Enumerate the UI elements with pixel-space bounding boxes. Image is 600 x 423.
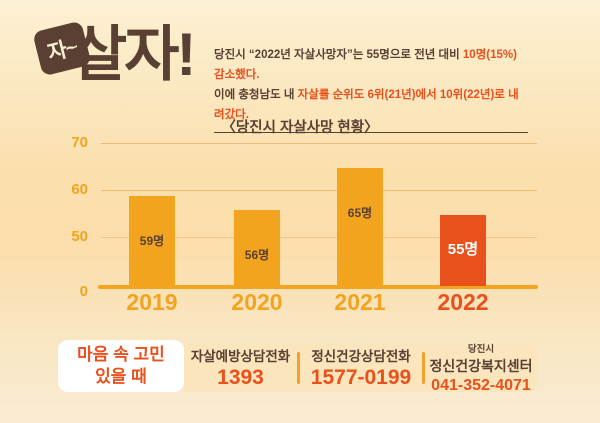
chart-bar-2022: 55명 <box>440 214 486 286</box>
ytick-60: 60 <box>71 181 88 198</box>
intro-text: 당진시 “2022년 자살사망자”는 55명으로 전년 대비 10명(15%) … <box>214 45 528 133</box>
x-label-2019: 2019 <box>126 289 178 315</box>
chart-title: 〈당진시 자살사망 현황〉 <box>221 120 379 136</box>
chart-bar-2019: 59명 <box>129 195 175 286</box>
ytick-0: 0 <box>79 283 88 300</box>
bar-value-2021: 65명 <box>347 205 373 220</box>
contact-number: 1393 <box>217 366 264 389</box>
callout-box: 마음 속 고민 있을 때 <box>58 340 184 392</box>
contact-welfare-center: 당진시 정신건강복지센터 041-352-4071 <box>425 341 537 395</box>
contact-banner: 자살예방상담전화 1393 정신건강상담전화 1577-0199 당진시 정신건… <box>184 341 538 395</box>
contact-suicide-prevention-hotline: 자살예방상담전화 1393 <box>184 345 297 390</box>
chart-bar-2020: 56명 <box>234 209 280 286</box>
intro-line-1-text: 당진시 “2022년 자살사망자”는 55명으로 전년 대비 <box>214 49 463 61</box>
bar-value-2020: 56명 <box>244 247 270 262</box>
contact-sublabel: 당진시 <box>467 343 495 355</box>
x-axis-baseline <box>98 285 538 289</box>
gridline-60 <box>101 190 537 191</box>
intro-line-1-highlight: 10명(15%) 감소했다. <box>214 49 517 82</box>
ytick-50: 50 <box>71 228 88 245</box>
contact-number: 041-352-4071 <box>431 376 531 394</box>
intro-line-2-text: 이에 충청남도 내 <box>214 89 298 102</box>
callout-line-2: 있을 때 <box>95 367 147 386</box>
logo-title: 살자! <box>72 21 196 88</box>
gridline-50 <box>101 237 537 238</box>
contact-mental-health-hotline: 정신건강상담전화 1577-0199 <box>300 345 422 390</box>
separator <box>297 351 300 384</box>
intro-line-1: 당진시 “2022년 자살사망자”는 55명으로 전년 대비 10명(15%) … <box>214 45 528 85</box>
bar-value-2022: 55명 <box>447 240 479 258</box>
contact-number: 1577-0199 <box>310 366 412 389</box>
x-label-2020: 2020 <box>231 289 283 315</box>
separator <box>422 351 425 384</box>
gridline-70 <box>101 143 537 144</box>
intro-line-2: 이에 충청남도 내 자살률 순위도 6위(21년)에서 10위(22년)로 내려… <box>214 85 528 125</box>
x-label-2021: 2021 <box>334 289 386 315</box>
contact-label: 자살예방상담전화 <box>190 349 291 364</box>
chart-bar-2021: 65명 <box>337 167 383 286</box>
callout-line-1: 마음 속 고민 <box>77 344 165 364</box>
contact-label: 정신건강복지센터 <box>429 357 533 374</box>
bar-value-2019: 59명 <box>139 233 165 248</box>
ytick-70: 70 <box>71 134 88 151</box>
contact-label: 정신건강상담전화 <box>311 349 411 364</box>
x-label-2022: 2022 <box>437 289 489 315</box>
intro-line-2-highlight: 자살률 순위도 6위(21년)에서 10위(22년)로 내려갔다. <box>214 89 519 122</box>
